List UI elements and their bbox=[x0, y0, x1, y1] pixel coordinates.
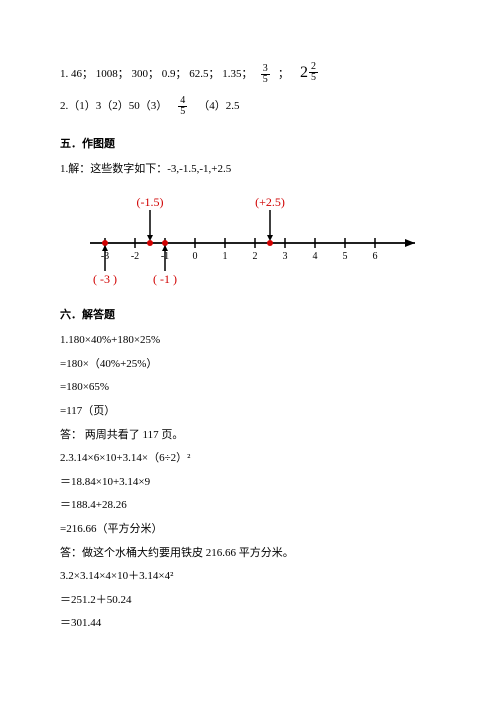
q2-line: 2.（1）3（2）50（3） 4 5 （4）2.5 bbox=[60, 96, 440, 117]
solution-line: =117（页） bbox=[60, 403, 440, 421]
q1-v0: 46； bbox=[71, 68, 93, 80]
solution-line: ＝188.4+28.26 bbox=[60, 497, 440, 515]
svg-text:0: 0 bbox=[193, 251, 198, 262]
sec5-q1: 1.解：这些数字如下：-3,-1.5,-1,+2.5 bbox=[60, 161, 440, 179]
q1-v4: 62.5； bbox=[189, 68, 219, 80]
mixed-den: 5 bbox=[309, 73, 318, 83]
svg-text:-2: -2 bbox=[131, 251, 139, 262]
number-line-diagram: -3-2-10123456(-1.5)(+2.5)( -3 )( -1 ) bbox=[65, 188, 440, 288]
svg-text:( -3 ): ( -3 ) bbox=[93, 272, 117, 286]
q1-line: 1. 46； 1008； 300； 0.9； 62.5； 1.35； 3 5 ；… bbox=[60, 60, 440, 86]
q2-frac: 4 5 bbox=[178, 96, 187, 117]
q1-v2: 300； bbox=[132, 68, 160, 80]
q1-v3: 0.9； bbox=[162, 68, 187, 80]
frac-den: 5 bbox=[261, 75, 270, 85]
svg-text:( -1 ): ( -1 ) bbox=[153, 272, 177, 286]
svg-text:6: 6 bbox=[373, 251, 378, 262]
q1-mixed: 2 2 5 bbox=[300, 60, 318, 86]
svg-text:(+2.5): (+2.5) bbox=[255, 195, 285, 209]
solution-line: 答： 两周共看了 117 页。 bbox=[60, 427, 440, 445]
svg-text:3: 3 bbox=[283, 251, 288, 262]
section-6-body: 1.180×40%+180×25% =180×（40%+25%） =180×65% =… bbox=[60, 332, 440, 633]
q1-prefix: 1. bbox=[60, 68, 68, 80]
q1-v1: 1008； bbox=[96, 68, 129, 80]
q1-v5: 1.35； bbox=[222, 68, 252, 80]
solution-line: 1.180×40%+180×25% bbox=[60, 332, 440, 350]
mixed-whole: 2 bbox=[300, 60, 308, 86]
solution-line: 3.2×3.14×4×10＋3.14×4² bbox=[60, 568, 440, 586]
solution-line: =216.66（平方分米） bbox=[60, 521, 440, 539]
svg-text:(-1.5): (-1.5) bbox=[137, 195, 164, 209]
solution-line: =180×65% bbox=[60, 379, 440, 397]
solution-line: ＝18.84×10+3.14×9 bbox=[60, 474, 440, 492]
section-6-title: 六．解答题 bbox=[60, 306, 440, 322]
q2-text: 2.（1）3（2）50（3） bbox=[60, 100, 167, 112]
svg-text:2: 2 bbox=[253, 251, 258, 262]
q2-tail: （4）2.5 bbox=[198, 100, 239, 112]
q1-sep: ； bbox=[278, 68, 289, 80]
solution-line: 答：做这个水桶大约要用铁皮 216.66 平方分米。 bbox=[60, 545, 440, 563]
svg-text:1: 1 bbox=[223, 251, 228, 262]
solution-line: 2.3.14×6×10+3.14×（6÷2）² bbox=[60, 450, 440, 468]
q1-frac1: 3 5 bbox=[261, 64, 270, 85]
frac-num: 4 bbox=[178, 96, 187, 107]
number-line-svg: -3-2-10123456(-1.5)(+2.5)( -3 )( -1 ) bbox=[65, 188, 425, 288]
svg-text:4: 4 bbox=[313, 251, 318, 262]
section-5-title: 五．作图题 bbox=[60, 135, 440, 151]
svg-text:5: 5 bbox=[343, 251, 348, 262]
frac-den: 5 bbox=[178, 107, 187, 117]
solution-line: =180×（40%+25%） bbox=[60, 356, 440, 374]
solution-line: ＝301.44 bbox=[60, 615, 440, 633]
solution-line: ＝251.2＋50.24 bbox=[60, 592, 440, 610]
